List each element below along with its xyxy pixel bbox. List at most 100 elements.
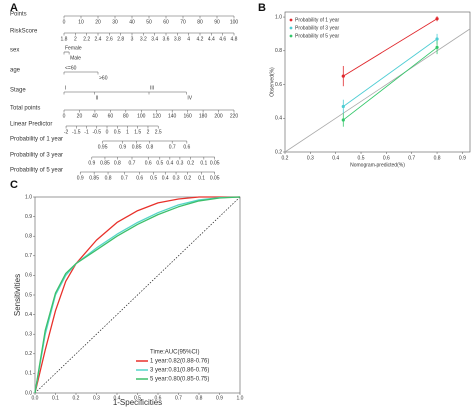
tick-label: 3.6	[163, 36, 170, 42]
tick-label: 1	[126, 129, 129, 135]
tick-label: 4.2	[197, 36, 204, 42]
tick-label: 4.8	[231, 36, 238, 42]
tick-label: Male	[70, 55, 81, 61]
row-label: Probability of 3 year	[10, 153, 63, 159]
point	[435, 45, 439, 50]
tick-label: IV	[187, 95, 192, 101]
tick-label: -1.5	[72, 129, 81, 135]
tick-label: 0.6	[183, 144, 190, 150]
tick-label: 2	[147, 129, 150, 135]
x-tick-label: 0.6	[383, 155, 390, 161]
roc-curve	[34, 196, 241, 394]
y-tick-label: 0.4	[275, 116, 282, 122]
tick-label: 1.5	[134, 129, 141, 135]
series-line	[343, 38, 438, 107]
tick-label: 0.1	[198, 175, 205, 181]
x-tick-label: 0.4	[332, 155, 339, 161]
tick-label: 0.7	[129, 160, 136, 166]
tick-label: 0	[63, 113, 66, 119]
tick-label: 0	[63, 19, 66, 25]
tick-label: 10	[78, 19, 84, 25]
tick-label: I	[65, 85, 66, 91]
tick-label: 0.6	[145, 160, 152, 166]
x-tick-label: 0.8	[434, 155, 441, 161]
tick-label: 2.2	[83, 36, 90, 42]
tick-label: 0.8	[146, 144, 153, 150]
tick-label: 0.3	[176, 160, 183, 166]
tick-label: 2.4	[95, 36, 102, 42]
x-tick-label: 0.4	[114, 395, 121, 401]
y-tick-label: 0.5	[25, 292, 32, 298]
legend-marker	[289, 26, 293, 30]
plot-frame	[284, 11, 471, 153]
tick-label: 100	[230, 19, 239, 25]
legend-label: Probability of 3 year	[295, 25, 340, 31]
tick-label: 120	[153, 113, 162, 119]
tick-label: 0.85	[132, 144, 142, 150]
tick-label: Female	[65, 45, 82, 51]
row-label: Total points	[10, 106, 40, 112]
roc-curve	[34, 196, 240, 394]
row-label: Stage	[10, 88, 26, 94]
legend-marker	[289, 18, 293, 22]
tick-label: 0	[106, 129, 109, 135]
point	[435, 37, 439, 41]
x-tick-label: 0.6	[155, 395, 162, 401]
y-tick-label: 1.0	[25, 194, 32, 200]
point	[341, 74, 345, 78]
row-label: Probability of 1 year	[10, 137, 63, 143]
point	[341, 118, 345, 122]
point	[435, 17, 439, 21]
x-tick-label: 1.0	[237, 395, 244, 401]
tick-label: 90	[214, 19, 220, 25]
y-tick-label: 0.8	[275, 48, 282, 54]
legend-label: Probability of 1 year	[295, 17, 340, 23]
x-tick-label: 0.2	[73, 395, 80, 401]
legend-label: 3 year:0.81(0.86-0.76)	[150, 368, 209, 374]
reference-line	[34, 196, 241, 394]
tick-label: 0.3	[173, 175, 180, 181]
tick-label: 0.05	[210, 160, 220, 166]
x-tick-label: 0.7	[175, 395, 182, 401]
tick-label: 3.8	[174, 36, 181, 42]
x-tick-label: 0.9	[216, 395, 223, 401]
x-tick-label: 0.3	[307, 155, 314, 161]
legend-title: Time:AUC(95%CI)	[150, 350, 199, 356]
tick-label: 4.6	[219, 36, 226, 42]
tick-label: 0.7	[169, 144, 176, 150]
panel-letter: B	[258, 2, 266, 14]
y-tick-label: 0.3	[25, 332, 32, 338]
tick-label: 50	[146, 19, 152, 25]
x-tick-label: 0.3	[93, 395, 100, 401]
point	[341, 104, 345, 109]
tick-label: 0.5	[114, 129, 121, 135]
y-tick-label: 0.4	[25, 312, 32, 318]
tick-label: 2.6	[106, 36, 113, 42]
tick-label: 2.5	[155, 129, 162, 135]
panel-letter: C	[10, 179, 18, 191]
tick-label: 200	[214, 113, 223, 119]
tick-label: 80	[123, 113, 129, 119]
legend-label: 5 year:0.80(0.85-0.75)	[150, 377, 209, 383]
tick-label: 60	[108, 113, 114, 119]
legend-label: Probability of 5 year	[295, 33, 340, 39]
tick-label: 160	[183, 113, 192, 119]
tick-label: 0.95	[98, 144, 108, 150]
x-tick-label: 0.9	[459, 155, 466, 161]
tick-label: II	[96, 95, 99, 101]
y-tick-label: 0.7	[25, 253, 32, 259]
tick-label: 220	[230, 113, 239, 119]
series-line	[343, 47, 438, 121]
x-axis-label: 1-Specificities	[113, 398, 162, 407]
tick-label: 3	[131, 36, 134, 42]
x-tick-label: 0.1	[52, 395, 59, 401]
tick-label: 2	[74, 36, 77, 42]
reference-line	[284, 28, 471, 153]
y-tick-label: 0.6	[275, 82, 282, 88]
tick-label: 40	[92, 113, 98, 119]
y-tick-label: 0.2	[25, 351, 32, 357]
tick-label: 0.2	[187, 160, 194, 166]
tick-label: 0.9	[77, 175, 84, 181]
tick-label: 40	[129, 19, 135, 25]
